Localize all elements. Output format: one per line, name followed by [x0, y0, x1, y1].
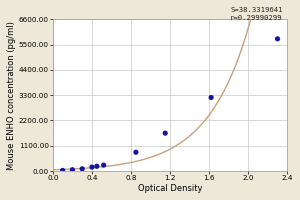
Point [90, 165, 94, 169]
Y-axis label: Mouse ENHO concentration (pg/ml): Mouse ENHO concentration (pg/ml) [7, 21, 16, 170]
Point [70, 168, 75, 171]
Point [94, 165, 99, 168]
Text: S=38.3319641
r=0.29990299: S=38.3319641 r=0.29990299 [230, 7, 283, 21]
X-axis label: Optical Density: Optical Density [138, 184, 202, 193]
Point [101, 164, 106, 167]
Point [60, 169, 65, 172]
Point [209, 96, 214, 99]
Point [163, 132, 168, 135]
Point [275, 37, 280, 40]
Point [80, 167, 85, 170]
Point [134, 151, 138, 154]
